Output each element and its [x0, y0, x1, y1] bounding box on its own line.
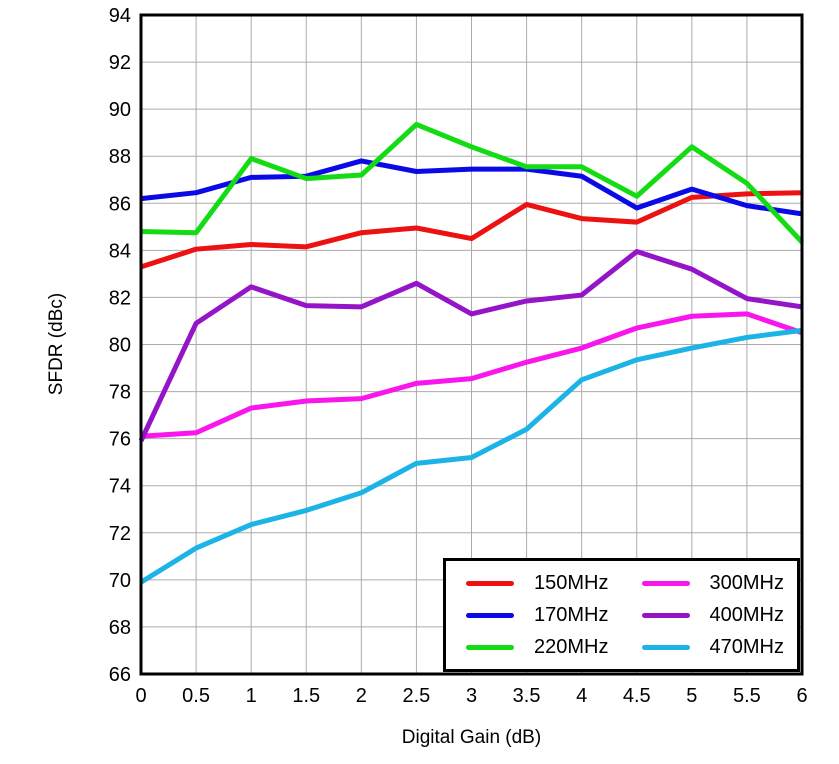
y-tick-label: 90: [109, 99, 131, 121]
x-tick-label: 0.5: [182, 685, 210, 707]
x-tick-label: 3: [466, 685, 477, 707]
chart-legend: 150MHz 170MHz 220MHz 300MHz 400MHz 470MHz: [443, 558, 800, 672]
y-tick-label: 74: [109, 476, 131, 498]
y-tick-label: 88: [109, 146, 131, 168]
series-line-150MHz: [140, 190, 803, 270]
legend-label: 300MHz: [709, 571, 784, 594]
y-tick-label: 70: [109, 570, 131, 592]
y-axis-title: SFDR (dBc): [46, 292, 67, 396]
x-tick-label: 1: [246, 685, 257, 707]
tick-labels: 0 0.5 1 1.5 2 2.5 3 3.5 4 4.5 5 5.5 6666870727476788…: [109, 5, 808, 707]
legend-label: 220MHz: [534, 635, 609, 658]
x-tick-label: 0: [135, 685, 146, 707]
legend-swatch-170MHz: [466, 612, 514, 618]
legend-item-470MHz: 470MHz: [622, 631, 798, 663]
legend-label: 400MHz: [709, 603, 784, 626]
legend-item-220MHz: 220MHz: [446, 631, 622, 663]
legend-label: 470MHz: [709, 635, 784, 658]
series-line-220MHz: [140, 121, 804, 244]
y-tick-label: 80: [109, 335, 131, 357]
x-tick-label: 5: [686, 685, 697, 707]
y-tick-label: 86: [109, 193, 131, 215]
x-tick-label: 4: [576, 685, 587, 707]
legend-item-400MHz: 400MHz: [622, 599, 798, 631]
y-tick-label: 76: [109, 429, 131, 451]
legend-swatch-300MHz: [641, 580, 690, 586]
x-tick-label: 2.5: [403, 685, 431, 707]
legend-label: 170MHz: [534, 603, 609, 626]
legend-item-150MHz: 150MHz: [446, 567, 622, 599]
legend-item-300MHz: 300MHz: [622, 567, 798, 599]
x-tick-label: 6: [796, 685, 807, 707]
y-tick-label: 84: [109, 240, 131, 262]
legend-swatch-220MHz: [466, 644, 514, 650]
y-tick-label: 78: [109, 382, 131, 404]
legend-swatch-470MHz: [641, 644, 690, 650]
plot-border: [139, 13, 804, 676]
y-tick-label: 68: [109, 617, 131, 639]
legend-swatch-150MHz: [466, 580, 514, 586]
x-tick-label: 5.5: [733, 685, 761, 707]
legend-swatch-400MHz: [641, 612, 690, 618]
legend-item-170MHz: 170MHz: [446, 599, 622, 631]
series-line-170MHz: [140, 158, 803, 217]
legend-label: 150MHz: [534, 571, 609, 594]
y-tick-label: 66: [109, 664, 131, 686]
series-line-470MHz: [139, 327, 803, 585]
y-tick-label: 92: [109, 52, 131, 74]
x-tick-label: 2: [356, 685, 367, 707]
series-line-400MHz: [138, 249, 803, 443]
series-lines: [138, 121, 804, 585]
y-tick-label: 94: [109, 5, 131, 27]
y-tick-label: 72: [109, 523, 131, 545]
x-axis-title: Digital Gain (dB): [401, 727, 542, 748]
x-tick-label: 1.5: [292, 685, 320, 707]
y-tick-label: 82: [109, 287, 131, 309]
x-tick-label: 3.5: [513, 685, 541, 707]
x-tick-label: 4.5: [623, 685, 651, 707]
series-line-300MHz: [140, 311, 803, 439]
